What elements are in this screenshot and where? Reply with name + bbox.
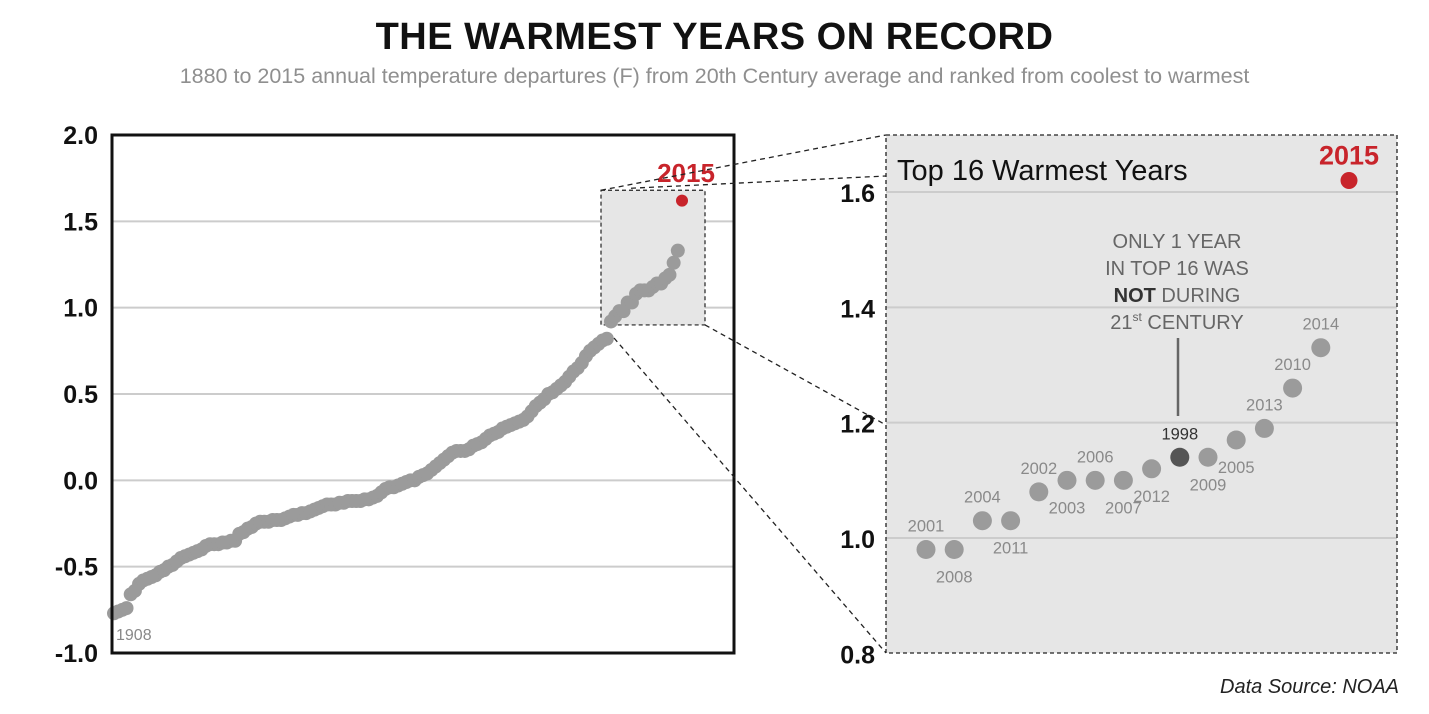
zoom-frame: [885, 134, 1398, 654]
data-point: [916, 540, 936, 560]
year-label: 2012: [1133, 488, 1170, 506]
year-label: 2004: [964, 489, 1001, 507]
year-label: 2005: [1218, 459, 1255, 477]
zoom-title: Top 16 Warmest Years: [897, 155, 1188, 187]
data-point: [599, 331, 614, 346]
y-tick-label: -1.0: [55, 640, 98, 668]
zoom-connector-line: [613, 337, 887, 654]
data-point: [972, 511, 992, 531]
data-point: [670, 243, 685, 258]
data-point: [1057, 470, 1077, 490]
y-tick-label: 1.2: [840, 411, 875, 439]
data-point: [944, 540, 964, 560]
overview-chart: 2.0 1.5 1.0 0.5 0.0 -0.5 -1.0 1908 2015: [55, 122, 736, 668]
year-label: 2010: [1274, 356, 1311, 374]
callout-line-4: 21st CENTURY: [1110, 310, 1243, 334]
y-tick-label: 1.4: [840, 295, 875, 323]
zoom-region-box: [600, 189, 706, 326]
data-point: [1113, 470, 1133, 490]
zoom-chart: 1.6 1.4 1.2 1.0 0.8 Top 16 Warmest Years 2001 2…: [840, 134, 1398, 669]
plot-frame: [110, 133, 736, 655]
callout-line-1: ONLY 1 YEAR: [1113, 231, 1242, 253]
data-point: [662, 267, 677, 282]
point-2015: [1340, 171, 1358, 189]
data-point: [1001, 511, 1021, 531]
zoom-connector-line: [630, 175, 887, 189]
callout-line-3: NOT DURING: [1114, 285, 1241, 307]
annotation-2015: 2015: [657, 158, 715, 188]
y-tick-label: 2.0: [63, 122, 98, 150]
point-2015: [676, 194, 688, 207]
y-tick-label: 0.0: [63, 467, 98, 495]
year-label: 2006: [1077, 448, 1114, 466]
chart-title: THE WARMEST YEARS ON RECORD: [375, 16, 1054, 58]
point-1998: [1170, 447, 1190, 467]
y-tick-label: 1.0: [840, 526, 875, 554]
year-label-2015: 2015: [1319, 140, 1379, 170]
year-label: 2011: [993, 540, 1028, 558]
y-tick-label: 0.5: [63, 381, 98, 409]
zoom-background: [886, 135, 1397, 653]
data-point: [666, 255, 681, 270]
y-tick-label: 1.6: [840, 180, 875, 208]
year-label: 2001: [908, 518, 945, 536]
year-label: 1998: [1161, 425, 1198, 443]
y-tick-label: 1.0: [63, 295, 98, 323]
data-point: [1254, 418, 1274, 438]
annotation-1908: 1908: [116, 627, 152, 644]
data-point: [1283, 378, 1303, 398]
year-label: 2008: [936, 569, 973, 587]
data-point: [119, 601, 134, 616]
y-tick-label: 1.5: [63, 208, 98, 236]
year-label: 2002: [1020, 460, 1057, 478]
data-point: [1226, 430, 1246, 450]
year-label: 2009: [1190, 476, 1227, 494]
zoom-connector-line: [600, 134, 887, 191]
data-source-label: Data Source: NOAA: [1220, 676, 1399, 698]
chart-subtitle: 1880 to 2015 annual temperature departur…: [179, 64, 1250, 88]
year-label: 2014: [1302, 316, 1339, 334]
year-label: 2007: [1105, 499, 1142, 517]
data-point: [1198, 447, 1218, 467]
data-point: [1142, 459, 1162, 479]
y-tick-label: 0.8: [840, 641, 875, 669]
year-label: 2013: [1246, 396, 1283, 414]
year-label: 2003: [1049, 499, 1086, 517]
y-tick-label: -0.5: [55, 554, 98, 582]
data-point: [1029, 482, 1049, 502]
data-point: [1311, 338, 1331, 358]
data-point: [1085, 470, 1105, 490]
callout-line-2: IN TOP 16 WAS: [1105, 258, 1249, 280]
zoom-connector-line: [704, 324, 887, 426]
